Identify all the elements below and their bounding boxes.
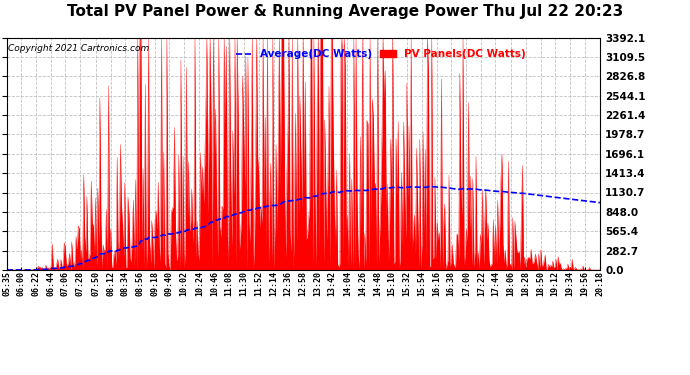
Legend: Average(DC Watts), PV Panels(DC Watts): Average(DC Watts), PV Panels(DC Watts) xyxy=(232,45,530,63)
Text: Total PV Panel Power & Running Average Power Thu Jul 22 20:23: Total PV Panel Power & Running Average P… xyxy=(67,4,623,19)
Text: Copyright 2021 Cartronics.com: Copyright 2021 Cartronics.com xyxy=(8,45,149,54)
